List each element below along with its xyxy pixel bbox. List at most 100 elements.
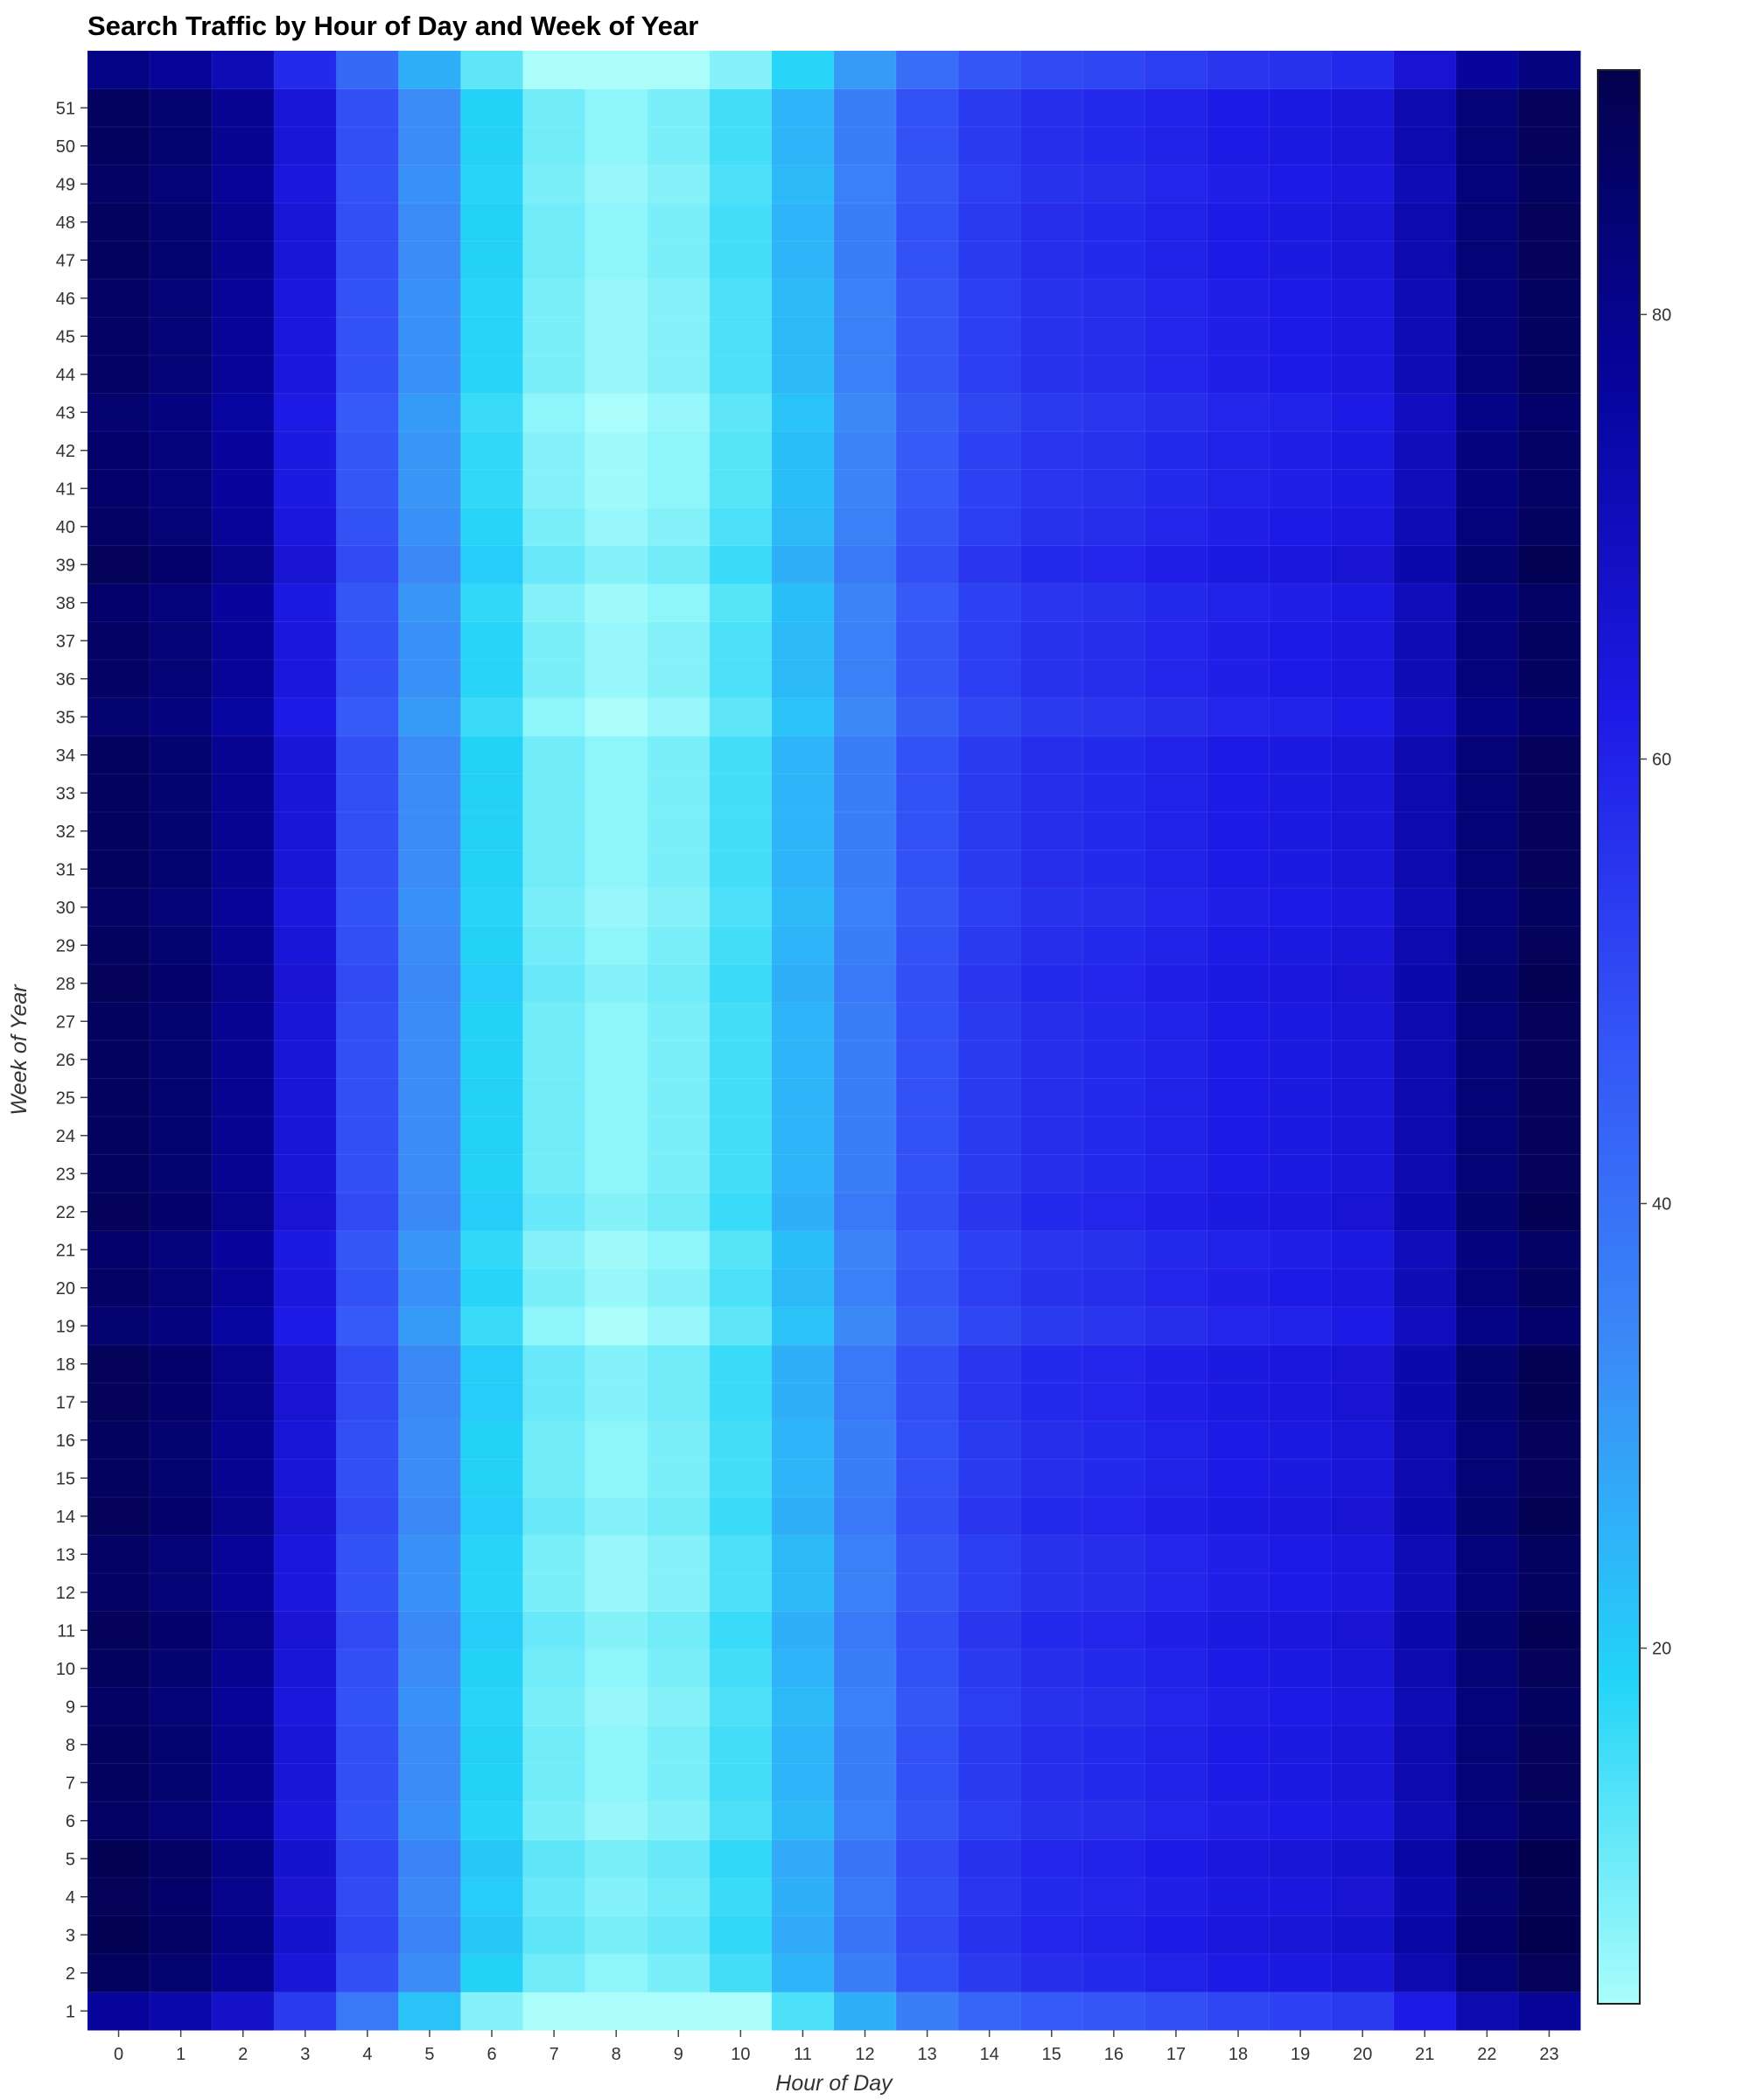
heatmap-cell	[1269, 1382, 1333, 1422]
heatmap-cell	[150, 51, 213, 89]
heatmap-cell	[584, 812, 648, 850]
heatmap-cell	[150, 1193, 213, 1231]
heatmap-cell	[336, 1763, 399, 1802]
heatmap-cell	[522, 469, 586, 508]
heatmap-cell	[1082, 279, 1145, 318]
heatmap-cell	[336, 736, 399, 774]
heatmap-cell	[1455, 88, 1519, 128]
y-tick-label: 12	[56, 1584, 75, 1603]
heatmap-cell	[1207, 279, 1270, 318]
heatmap-cell	[522, 1878, 586, 1916]
heatmap-cell	[1393, 1611, 1457, 1650]
heatmap-cell	[88, 469, 150, 508]
heatmap-cell	[1144, 1154, 1208, 1194]
heatmap-cell	[274, 1382, 337, 1422]
heatmap-cell	[1455, 1269, 1519, 1307]
heatmap-cell	[584, 241, 648, 280]
heatmap-cell	[1517, 1763, 1581, 1802]
heatmap-cell	[212, 1726, 275, 1764]
heatmap-cell	[398, 1687, 461, 1726]
heatmap-cell	[522, 431, 586, 470]
heatmap-cell	[522, 1116, 586, 1155]
heatmap-cell	[584, 1116, 648, 1155]
heatmap-cell	[584, 1040, 648, 1079]
y-tick-label: 22	[56, 1203, 75, 1222]
heatmap-cell	[709, 317, 773, 356]
colorbar-tick-label: 60	[1652, 750, 1671, 769]
heatmap-cell	[584, 1649, 648, 1688]
heatmap-cell	[1331, 736, 1395, 774]
heatmap-cell	[958, 1193, 1021, 1231]
heatmap-cell	[1207, 1078, 1270, 1117]
heatmap-cell	[1455, 1230, 1519, 1270]
heatmap-cell	[522, 1459, 586, 1498]
y-tick-label: 48	[56, 214, 75, 233]
heatmap-cell	[1269, 1497, 1333, 1536]
heatmap-cell	[88, 393, 150, 432]
heatmap-cell	[522, 1687, 586, 1726]
heatmap-cell	[460, 1802, 524, 1840]
heatmap-cell	[1393, 1802, 1457, 1840]
heatmap-cell	[1144, 1421, 1208, 1460]
heatmap-cell	[584, 1269, 648, 1307]
heatmap-cell	[460, 1915, 524, 1955]
heatmap-cell	[274, 203, 337, 242]
heatmap-cell	[1331, 926, 1395, 965]
heatmap-cell	[150, 1269, 213, 1307]
heatmap-cell	[1455, 1915, 1519, 1955]
heatmap-cell	[398, 1954, 461, 1992]
heatmap-cell	[584, 127, 648, 165]
heatmap-cell	[1455, 964, 1519, 1003]
heatmap-cell	[274, 1497, 337, 1536]
heatmap-cell	[771, 279, 835, 318]
heatmap-cell	[1455, 697, 1519, 737]
heatmap-cell	[1393, 888, 1457, 927]
heatmap-cell	[647, 1802, 710, 1840]
heatmap-cell	[212, 203, 275, 242]
heatmap-cell	[771, 203, 835, 242]
heatmap-cell	[1082, 736, 1145, 774]
heatmap-cell	[522, 1802, 586, 1840]
heatmap-cell	[212, 888, 275, 927]
heatmap-cell	[647, 431, 710, 470]
heatmap-cell	[1269, 1154, 1333, 1194]
heatmap-cell	[212, 1687, 275, 1726]
y-tick-label: 47	[56, 251, 75, 270]
heatmap-cell	[834, 1040, 897, 1079]
heatmap-cell	[896, 926, 959, 965]
heatmap-cell	[460, 964, 524, 1003]
heatmap-cell	[709, 888, 773, 927]
heatmap-cell	[274, 1611, 337, 1650]
heatmap-cell	[274, 1116, 337, 1155]
heatmap-cell	[1331, 1954, 1395, 1992]
heatmap-cell	[460, 1763, 524, 1802]
heatmap-cell	[1455, 241, 1519, 280]
heatmap-cell	[834, 1992, 897, 2031]
heatmap-cell	[1082, 888, 1145, 927]
heatmap-cell	[1455, 203, 1519, 242]
heatmap-cell	[834, 697, 897, 737]
heatmap-cell	[522, 1306, 586, 1346]
heatmap-cell	[1393, 926, 1457, 965]
heatmap-cell	[1082, 545, 1145, 584]
heatmap-cell	[150, 1078, 213, 1117]
heatmap-cell	[771, 660, 835, 698]
heatmap-cell	[584, 279, 648, 318]
heatmap-cell	[274, 1726, 337, 1764]
heatmap-cell	[274, 1269, 337, 1307]
y-tick-label: 10	[56, 1660, 75, 1679]
heatmap-cell	[336, 774, 399, 813]
heatmap-cell	[1393, 1002, 1457, 1041]
heatmap-cell	[398, 1345, 461, 1383]
heatmap-cell	[1269, 1802, 1333, 1840]
heatmap-cell	[274, 1802, 337, 1840]
heatmap-cell	[522, 1193, 586, 1231]
heatmap-cell	[709, 1573, 773, 1612]
heatmap-cell	[958, 1459, 1021, 1498]
heatmap-cell	[584, 1306, 648, 1346]
heatmap-cell	[150, 1687, 213, 1726]
heatmap-cell	[1331, 812, 1395, 850]
heatmap-cell	[584, 1535, 648, 1574]
heatmap-cell	[460, 660, 524, 698]
heatmap-cell	[896, 1915, 959, 1955]
